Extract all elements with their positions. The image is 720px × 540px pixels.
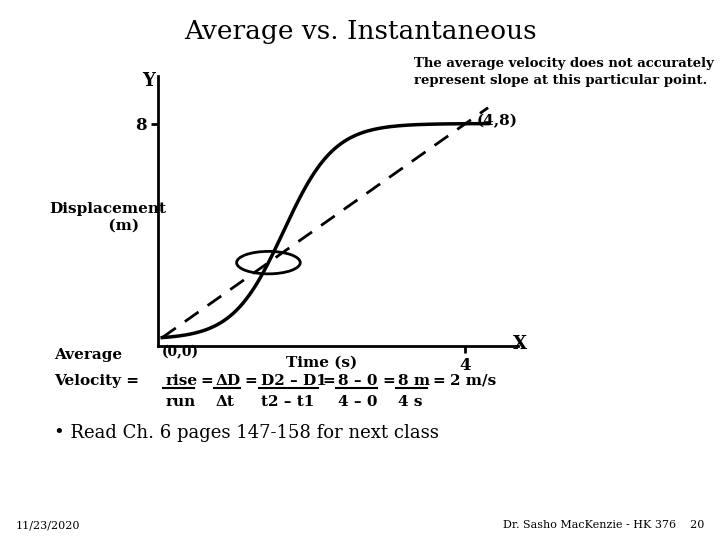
Text: ΔD: ΔD	[216, 374, 241, 388]
Text: 11/23/2020: 11/23/2020	[16, 520, 81, 530]
Text: Y: Y	[142, 72, 155, 90]
Text: Displacement
      (m): Displacement (m)	[49, 202, 166, 232]
Text: D2 – D1: D2 – D1	[261, 374, 327, 388]
Text: The average velocity does not accurately
represent slope at this particular poin: The average velocity does not accurately…	[414, 57, 714, 87]
Text: 4 – 0: 4 – 0	[338, 395, 378, 409]
Text: rise: rise	[166, 374, 198, 388]
Text: (4,8): (4,8)	[477, 114, 518, 128]
Text: =: =	[200, 374, 213, 388]
Text: Velocity =: Velocity =	[54, 374, 139, 388]
Text: Average: Average	[54, 348, 122, 362]
Text: 2 m/s: 2 m/s	[450, 374, 496, 388]
Text: Dr. Sasho MacKenzie - HK 376    20: Dr. Sasho MacKenzie - HK 376 20	[503, 520, 704, 530]
Text: Δt: Δt	[216, 395, 235, 409]
Text: t2 – t1: t2 – t1	[261, 395, 315, 409]
Text: =: =	[382, 374, 395, 388]
Text: Average vs. Instantaneous: Average vs. Instantaneous	[184, 19, 536, 44]
Text: =: =	[323, 374, 336, 388]
Text: run: run	[166, 395, 196, 409]
Text: =: =	[432, 374, 445, 388]
Text: 4 s: 4 s	[398, 395, 423, 409]
Text: =: =	[245, 374, 258, 388]
Text: 8 – 0: 8 – 0	[338, 374, 378, 388]
Text: • Read Ch. 6 pages 147-158 for next class: • Read Ch. 6 pages 147-158 for next clas…	[54, 424, 439, 442]
Text: X: X	[513, 335, 527, 353]
Text: 8 m: 8 m	[398, 374, 431, 388]
Text: (0,0): (0,0)	[162, 345, 199, 360]
Text: Time (s): Time (s)	[286, 356, 357, 370]
